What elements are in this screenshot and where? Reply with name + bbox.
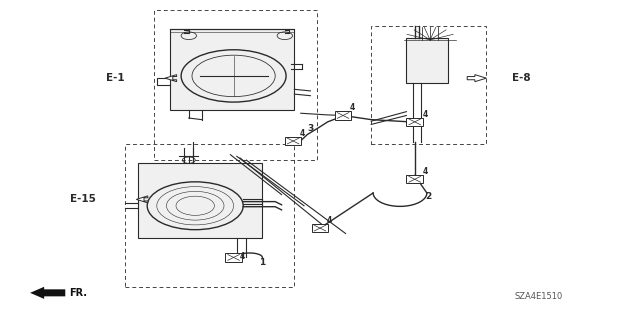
Text: 3: 3 bbox=[307, 124, 314, 133]
Bar bbox=[335, 111, 351, 120]
FancyArrow shape bbox=[30, 287, 65, 299]
Text: FR.: FR. bbox=[69, 288, 87, 298]
Text: E-15: E-15 bbox=[70, 194, 96, 204]
Text: E-8: E-8 bbox=[512, 73, 531, 83]
FancyBboxPatch shape bbox=[170, 29, 294, 110]
Bar bbox=[406, 175, 423, 183]
Text: 4: 4 bbox=[422, 110, 428, 119]
FancyBboxPatch shape bbox=[138, 163, 262, 238]
Text: SZA4E1510: SZA4E1510 bbox=[515, 293, 563, 301]
Text: 4: 4 bbox=[240, 252, 245, 261]
Text: 4: 4 bbox=[349, 103, 355, 112]
FancyArrow shape bbox=[136, 196, 148, 203]
FancyBboxPatch shape bbox=[406, 38, 448, 83]
FancyArrow shape bbox=[165, 75, 177, 82]
Text: 4: 4 bbox=[300, 129, 305, 138]
Bar bbox=[225, 253, 242, 262]
Text: 4: 4 bbox=[422, 167, 428, 176]
FancyArrow shape bbox=[467, 75, 486, 82]
Bar bbox=[406, 118, 423, 126]
Text: E-1: E-1 bbox=[106, 73, 125, 83]
Text: 1: 1 bbox=[259, 258, 266, 267]
Bar bbox=[312, 224, 328, 232]
Text: 4: 4 bbox=[326, 216, 332, 225]
Text: 2: 2 bbox=[426, 192, 432, 201]
Bar bbox=[285, 137, 301, 145]
